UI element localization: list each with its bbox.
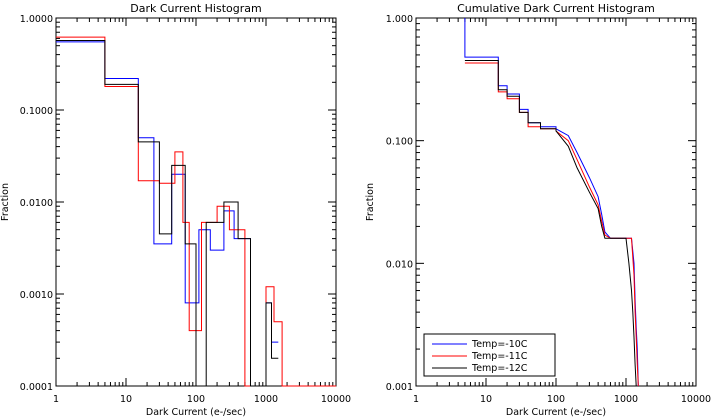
right-series-temp-10c — [464, 18, 639, 387]
left-x-tick-label: 10000 — [321, 394, 351, 405]
left-x-tick-label: 1000 — [254, 394, 278, 405]
right-y-axis-label: Fraction — [365, 183, 376, 221]
right-panel: Cumulative Dark Current Histogram 1 10 100… — [365, 2, 711, 418]
right-x-tick-label: 1000 — [614, 394, 638, 405]
legend-label-temp-10c: Temp=-10C — [471, 339, 528, 350]
right-series-temp-12c — [464, 60, 637, 387]
left-x-axis-label: Dark Current (e-/sec) — [146, 407, 246, 418]
left-chart-title: Dark Current Histogram — [130, 2, 261, 15]
right-y-tick-label: 0.010 — [386, 259, 413, 270]
right-x-tick-label: 10000 — [681, 394, 711, 405]
left-y-tick-label: 1.0000 — [20, 14, 53, 25]
right-y-tick-label: 0.001 — [386, 382, 413, 393]
left-x-tick-label: 100 — [187, 394, 205, 405]
left-series-temp-12c — [56, 40, 279, 387]
left-y-tick-label: 0.0100 — [20, 198, 53, 209]
right-ticks: 1 10 100 1000 10000 0.001 0.010 0.100 1.000 — [386, 14, 711, 405]
left-x-tick-label: 10 — [120, 394, 132, 405]
right-chart-title: Cumulative Dark Current Histogram — [457, 2, 655, 15]
legend-label-temp-12c: Temp=-12C — [471, 363, 528, 374]
right-series-temp-11c — [464, 62, 639, 387]
left-ticks: 1 10 100 1000 10000 0.0001 0.0010 0.0100 0.1000 1… — [20, 14, 351, 405]
right-x-axis-label: Dark Current (e-/sec) — [506, 407, 606, 418]
right-plot-frame — [415, 17, 697, 387]
right-x-tick-label: 10 — [480, 394, 492, 405]
left-panel: Dark Current Histogram 1 10 100 1000 10000 0.… — [0, 2, 351, 418]
right-y-tick-label: 1.000 — [386, 14, 413, 25]
right-x-tick-label: 1 — [413, 394, 419, 405]
right-series — [464, 18, 639, 387]
legend-box — [423, 333, 556, 377]
left-y-axis-label: Fraction — [0, 183, 11, 221]
right-x-tick-label: 100 — [547, 394, 565, 405]
left-x-tick-label: 1 — [53, 394, 59, 405]
left-series — [56, 36, 336, 387]
legend-label-temp-11c: Temp=-11C — [471, 351, 528, 362]
left-y-tick-label: 0.0010 — [20, 290, 53, 301]
left-y-tick-label: 0.1000 — [20, 106, 53, 117]
left-series-temp-11c — [56, 36, 336, 387]
legend: Temp=-10C Temp=-11C Temp=-12C — [423, 333, 556, 377]
right-y-tick-label: 0.100 — [386, 137, 413, 148]
left-y-tick-label: 0.0001 — [20, 382, 53, 393]
